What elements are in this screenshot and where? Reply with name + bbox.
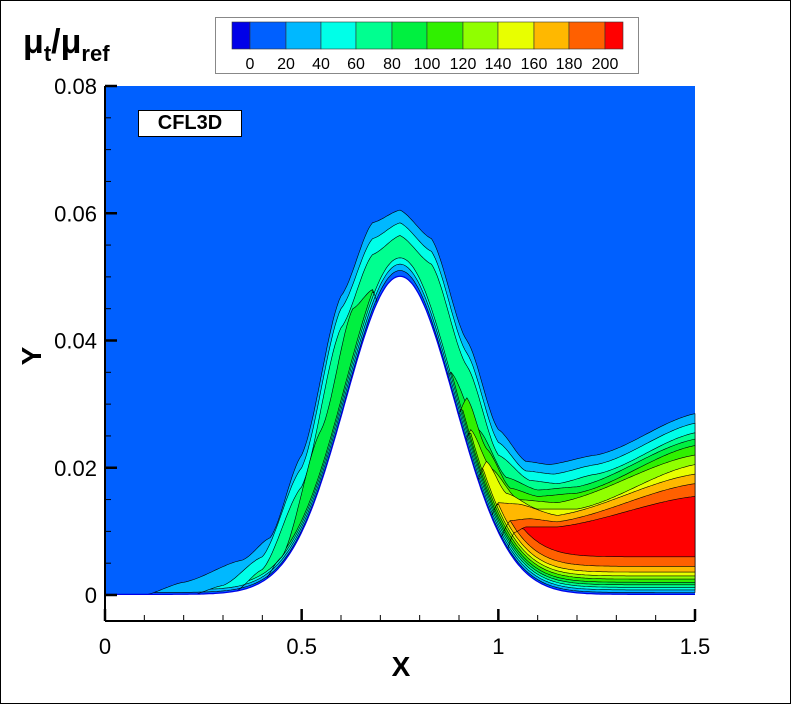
bump-body — [105, 276, 695, 596]
colorbar-label: 140 — [485, 56, 512, 73]
colorbar-label: 0 — [246, 56, 255, 73]
colorbar-label: 40 — [312, 56, 330, 73]
colorbar-label: 20 — [277, 56, 295, 73]
colorbar-label: 180 — [556, 56, 583, 73]
colorbar-swatches: 0 20 40 60 80 100 120 140 160 180 200 — [231, 21, 624, 73]
colorbar-swatch — [249, 21, 287, 50]
x-tick-label: 1.5 — [680, 634, 711, 659]
y-tick-label: 0.08 — [54, 74, 97, 99]
annotation-label: CFL3D — [157, 112, 223, 134]
colorbar-label: 100 — [414, 56, 441, 73]
colorbar-label: 160 — [521, 56, 548, 73]
colorbar-label: 80 — [383, 56, 401, 73]
annotation-box: CFL3D — [138, 110, 242, 137]
colorbar-swatch — [391, 21, 428, 50]
y-axis-title: Y — [16, 346, 47, 365]
colorbar-swatch — [533, 21, 570, 50]
colorbar-swatch — [231, 21, 251, 50]
x-tick-label: 0 — [99, 634, 111, 659]
colorbar-swatch — [320, 21, 357, 50]
y-tick-label: 0.06 — [54, 201, 97, 226]
x-tick-label: 1 — [492, 634, 504, 659]
colorbar-label: 120 — [450, 56, 477, 73]
contour-band-200 — [498, 496, 696, 577]
colorbar-swatch — [604, 21, 624, 50]
colorbar-swatch — [355, 21, 393, 50]
colorbar-swatch — [568, 21, 606, 50]
y-tick-label: 0 — [85, 583, 97, 608]
colorbar-label: 200 — [592, 56, 619, 73]
colorbar-swatch — [462, 21, 499, 50]
below-wall — [105, 596, 697, 636]
contour-bands — [105, 86, 697, 636]
colorbar-swatch — [426, 21, 464, 50]
x-axis-title: X — [392, 651, 411, 682]
y-tick-label: 0.02 — [54, 456, 97, 481]
colorbar-title: μt/μref — [23, 23, 110, 66]
axes: 0 0.02 0.04 0.06 0.08 0 0.5 1 1.5 X Y — [16, 74, 710, 682]
y-tick-label: 0.04 — [54, 329, 97, 354]
x-tick-label: 0.5 — [286, 634, 317, 659]
colorbar-label: 60 — [347, 56, 365, 73]
colorbar-swatch — [497, 21, 535, 50]
colorbar-swatch — [285, 21, 322, 50]
